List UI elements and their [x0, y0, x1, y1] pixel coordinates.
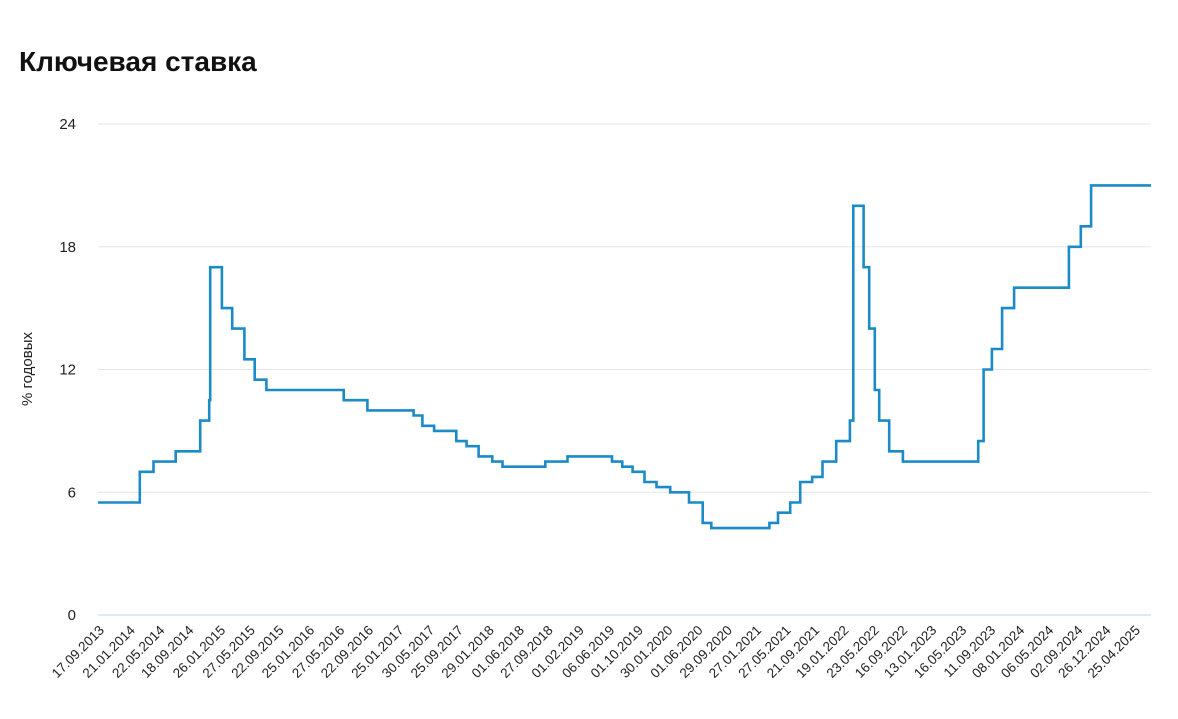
chart-title: Ключевая ставка [19, 46, 257, 77]
x-axis-ticks: 17.09.201321.01.201422.05.201418.09.2014… [49, 622, 1143, 681]
y-axis-ticks: 0 6 12 18 24 [59, 116, 76, 624]
grid-lines [98, 123, 1151, 616]
y-tick-label: 18 [59, 239, 76, 256]
y-tick-label: 0 [68, 607, 76, 624]
series-layer [98, 184, 1151, 530]
y-tick-label: 12 [59, 362, 76, 379]
y-tick-label: 6 [68, 484, 76, 501]
key-rate-series-line [98, 184, 1151, 530]
y-axis-label: % годовых [19, 332, 36, 407]
y-tick-label: 24 [59, 116, 76, 133]
